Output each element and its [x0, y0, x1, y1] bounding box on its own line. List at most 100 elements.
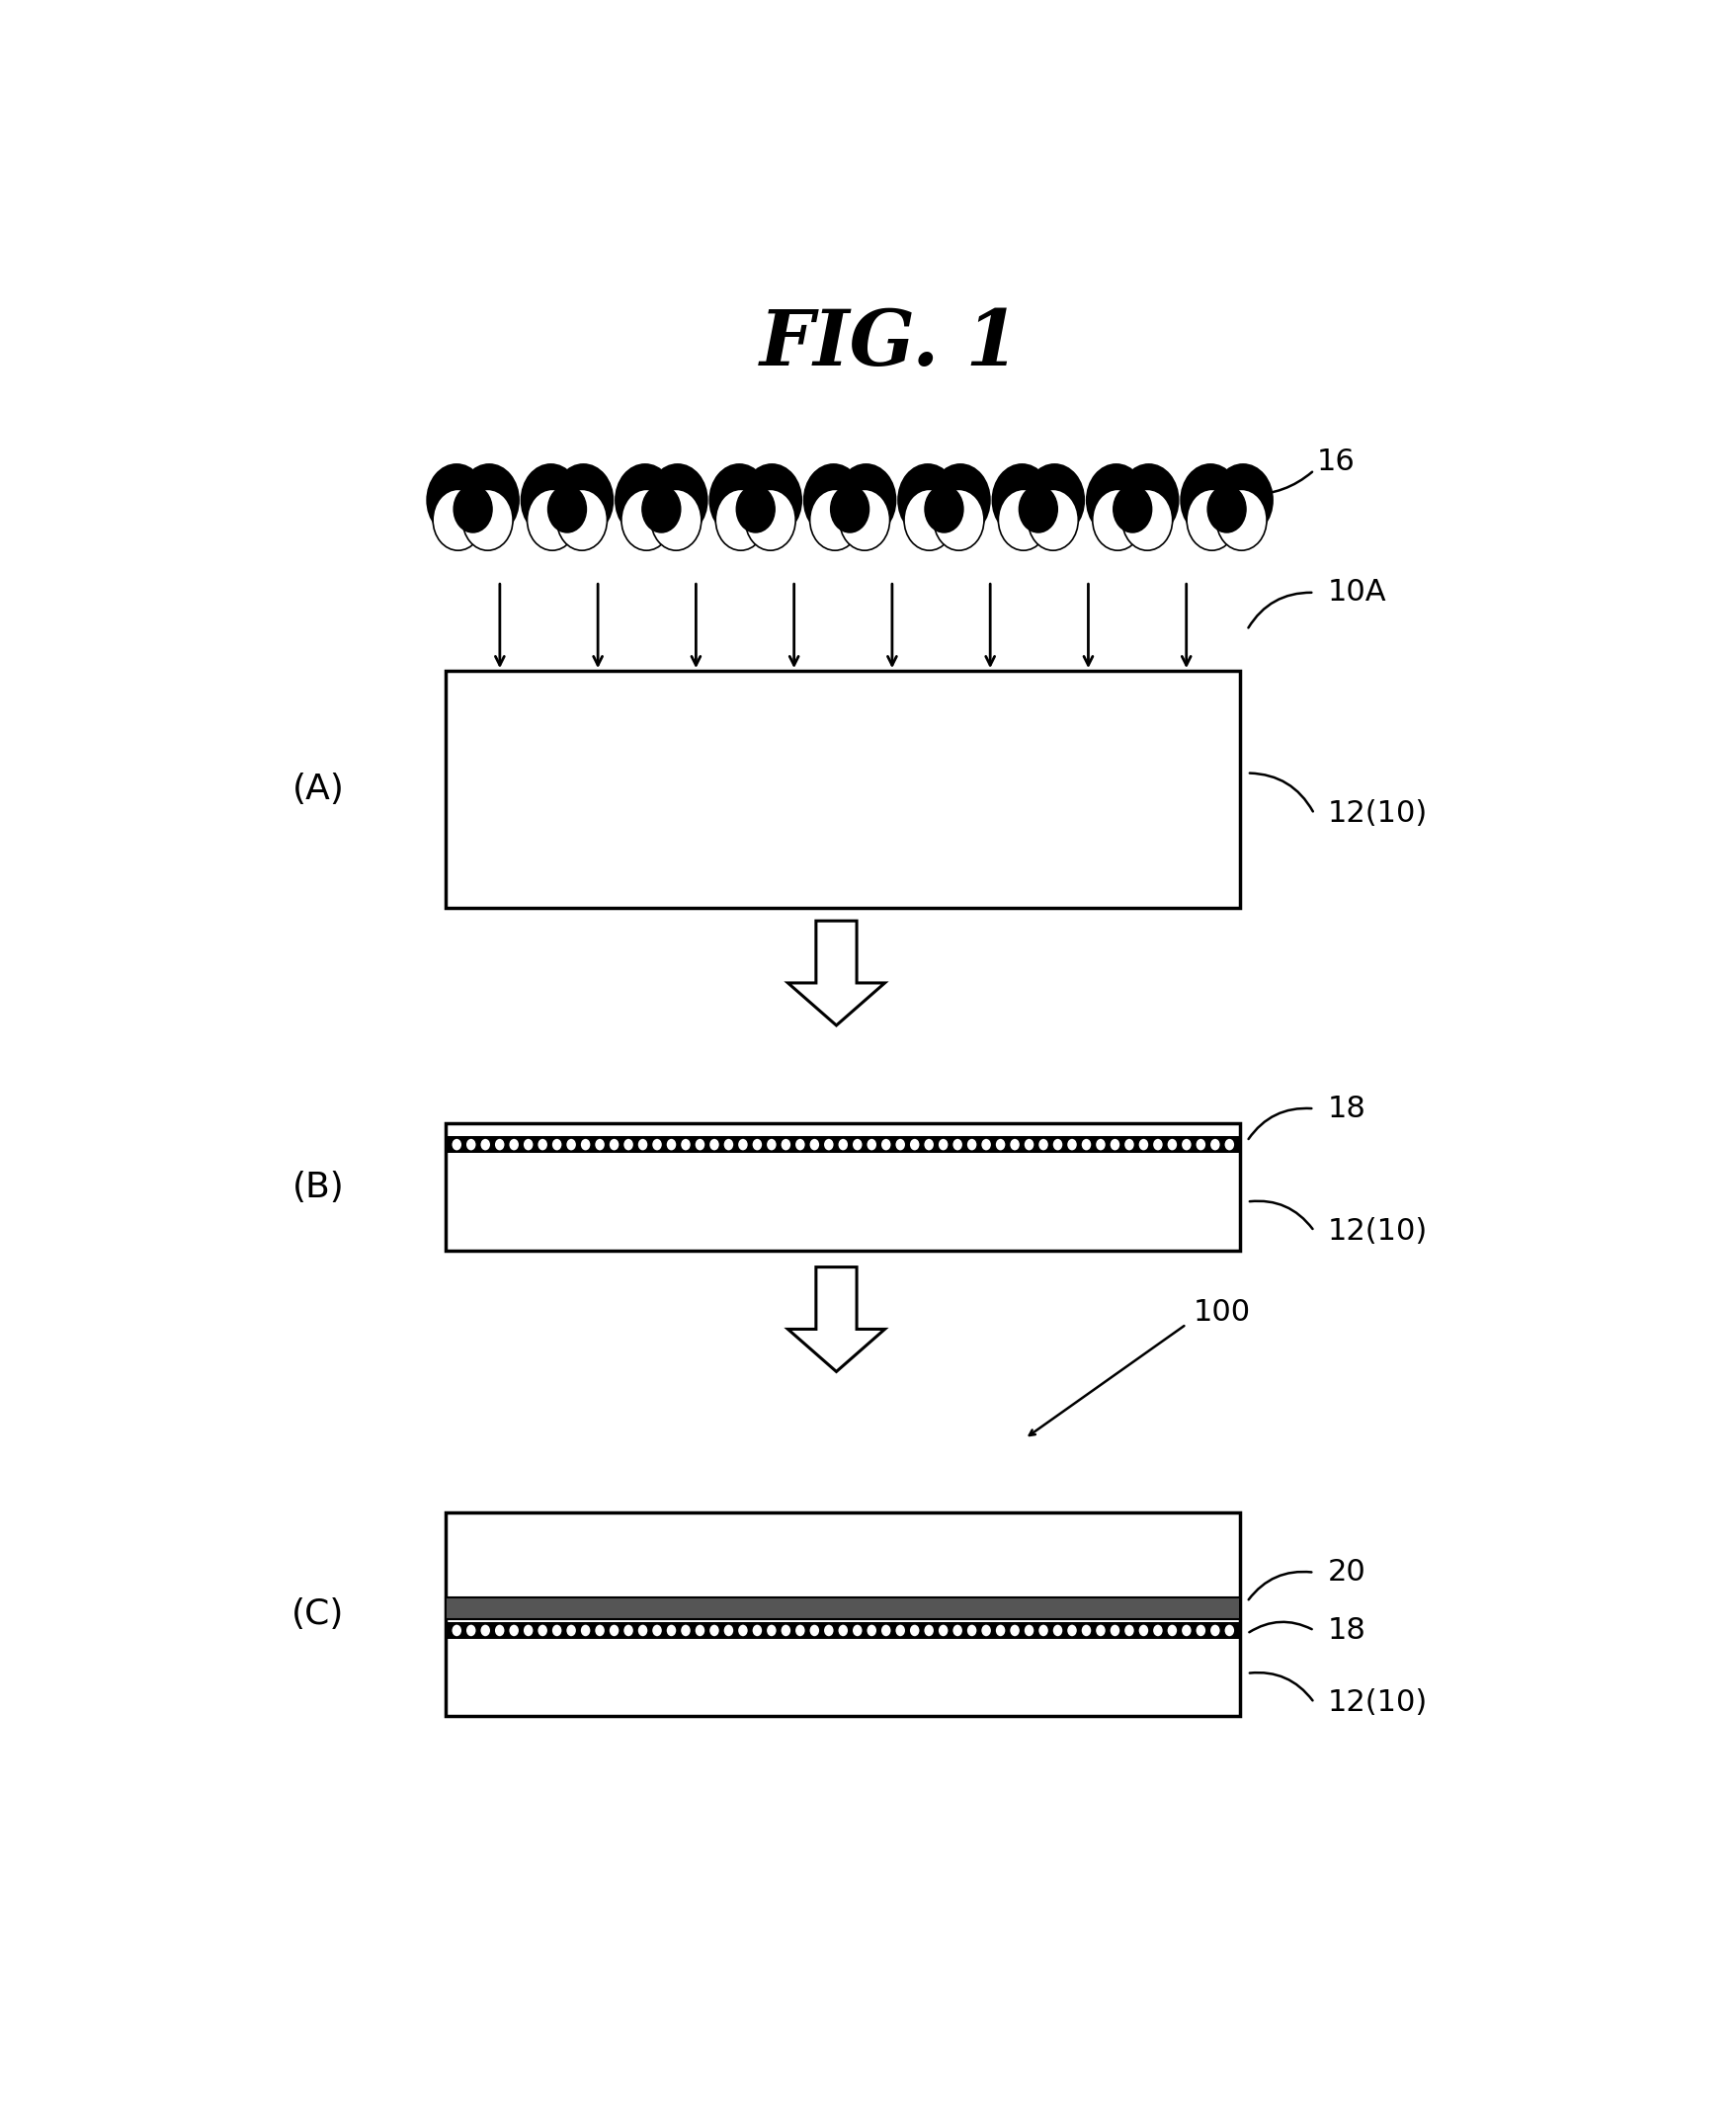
Circle shape: [809, 490, 859, 551]
Circle shape: [1196, 1625, 1205, 1635]
Circle shape: [615, 464, 674, 537]
Circle shape: [852, 1625, 861, 1635]
Circle shape: [838, 1139, 847, 1150]
Circle shape: [1139, 1625, 1147, 1635]
Text: FIG. 1: FIG. 1: [760, 308, 1019, 382]
Circle shape: [1019, 486, 1057, 532]
Circle shape: [1210, 1625, 1219, 1635]
Circle shape: [1186, 490, 1236, 551]
Circle shape: [953, 1625, 962, 1635]
Circle shape: [1087, 464, 1146, 537]
Circle shape: [781, 1625, 790, 1635]
Circle shape: [1180, 1139, 1191, 1150]
Circle shape: [795, 1625, 804, 1635]
Circle shape: [1095, 1625, 1104, 1635]
Circle shape: [1038, 1139, 1047, 1150]
Circle shape: [1210, 1139, 1219, 1150]
Circle shape: [1167, 1625, 1177, 1635]
Text: 16: 16: [1316, 448, 1354, 477]
Text: 12(10): 12(10): [1326, 800, 1427, 827]
Bar: [446, 1124, 1240, 1251]
Circle shape: [595, 1625, 604, 1635]
Circle shape: [1010, 1139, 1019, 1150]
Circle shape: [1052, 1139, 1062, 1150]
Circle shape: [460, 464, 519, 537]
Circle shape: [1121, 490, 1172, 551]
Circle shape: [538, 1139, 547, 1150]
Circle shape: [804, 464, 863, 537]
Circle shape: [526, 490, 576, 551]
Circle shape: [766, 1625, 776, 1635]
Circle shape: [623, 1625, 634, 1635]
Circle shape: [1113, 486, 1151, 532]
Circle shape: [566, 1625, 576, 1635]
Circle shape: [1010, 1625, 1019, 1635]
Circle shape: [1207, 486, 1245, 532]
Circle shape: [710, 464, 769, 537]
Circle shape: [809, 1625, 819, 1635]
Circle shape: [766, 1139, 776, 1150]
Circle shape: [509, 1139, 519, 1150]
Circle shape: [451, 1625, 462, 1635]
Circle shape: [995, 1625, 1005, 1635]
Circle shape: [580, 1139, 590, 1150]
Circle shape: [1123, 1625, 1134, 1635]
Circle shape: [924, 1139, 934, 1150]
Circle shape: [1109, 1625, 1120, 1635]
Circle shape: [538, 1625, 547, 1635]
Circle shape: [1224, 1139, 1234, 1150]
Circle shape: [509, 1625, 519, 1635]
Circle shape: [667, 1625, 675, 1635]
Circle shape: [995, 1139, 1005, 1150]
Circle shape: [667, 1139, 675, 1150]
Circle shape: [1153, 1139, 1161, 1150]
Circle shape: [1038, 1625, 1047, 1635]
Circle shape: [724, 1139, 733, 1150]
Circle shape: [823, 1139, 833, 1150]
Circle shape: [1196, 1139, 1205, 1150]
Circle shape: [1066, 1139, 1076, 1150]
Circle shape: [427, 464, 486, 537]
Circle shape: [1139, 1139, 1147, 1150]
Circle shape: [523, 1625, 533, 1635]
Text: (B): (B): [292, 1171, 344, 1205]
Circle shape: [953, 1139, 962, 1150]
Circle shape: [623, 1139, 634, 1150]
Circle shape: [566, 1139, 576, 1150]
Circle shape: [880, 1139, 891, 1150]
Bar: [446, 1623, 1240, 1640]
Circle shape: [924, 1625, 934, 1635]
Circle shape: [681, 1625, 689, 1635]
Circle shape: [1118, 464, 1177, 537]
Circle shape: [838, 1625, 847, 1635]
Circle shape: [738, 1625, 746, 1635]
Circle shape: [903, 490, 953, 551]
Circle shape: [552, 1625, 561, 1635]
Circle shape: [694, 1139, 705, 1150]
Circle shape: [781, 1139, 790, 1150]
Circle shape: [609, 1625, 618, 1635]
Circle shape: [1028, 490, 1078, 551]
Circle shape: [462, 490, 512, 551]
Bar: [446, 670, 1240, 908]
Circle shape: [981, 1139, 990, 1150]
Circle shape: [453, 486, 491, 532]
Circle shape: [653, 1625, 661, 1635]
Circle shape: [552, 1139, 561, 1150]
Circle shape: [823, 1625, 833, 1635]
Circle shape: [752, 1139, 762, 1150]
Text: 18: 18: [1326, 1616, 1364, 1644]
Circle shape: [465, 1139, 476, 1150]
Circle shape: [967, 1139, 976, 1150]
Circle shape: [752, 1625, 762, 1635]
Circle shape: [1180, 1625, 1191, 1635]
Circle shape: [991, 464, 1050, 537]
Circle shape: [694, 1625, 705, 1635]
Circle shape: [880, 1625, 891, 1635]
Circle shape: [642, 486, 681, 532]
Circle shape: [896, 1139, 904, 1150]
Circle shape: [481, 1139, 490, 1150]
Text: (C): (C): [292, 1597, 344, 1631]
Circle shape: [1180, 464, 1240, 537]
Circle shape: [745, 490, 795, 551]
